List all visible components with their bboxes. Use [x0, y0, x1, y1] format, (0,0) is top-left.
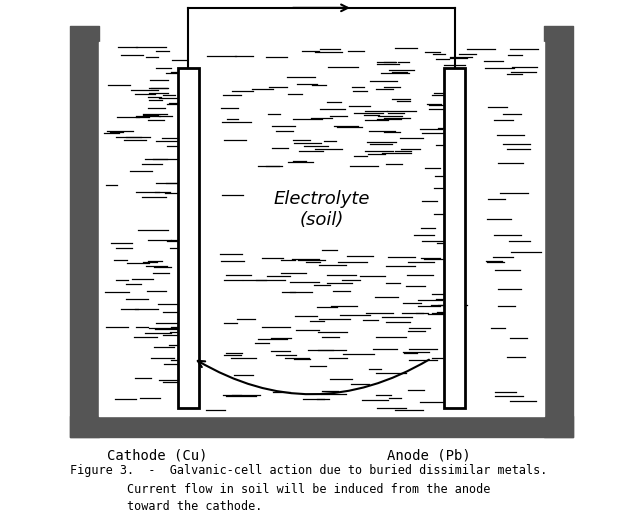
- Text: Figure 3.  -  Galvanic-cell action due to buried dissimilar metals.: Figure 3. - Galvanic-cell action due to …: [71, 464, 548, 477]
- Bar: [177, 68, 199, 408]
- Text: Electrolyte
(soil): Electrolyte (soil): [273, 190, 370, 229]
- Text: Cathode (Cu): Cathode (Cu): [107, 448, 207, 462]
- Text: Anode (Pb): Anode (Pb): [387, 448, 471, 462]
- Bar: [444, 68, 466, 408]
- Text: Current flow in soil will be induced from the anode: Current flow in soil will be induced fro…: [71, 483, 491, 495]
- Text: toward the cathode.: toward the cathode.: [71, 500, 263, 513]
